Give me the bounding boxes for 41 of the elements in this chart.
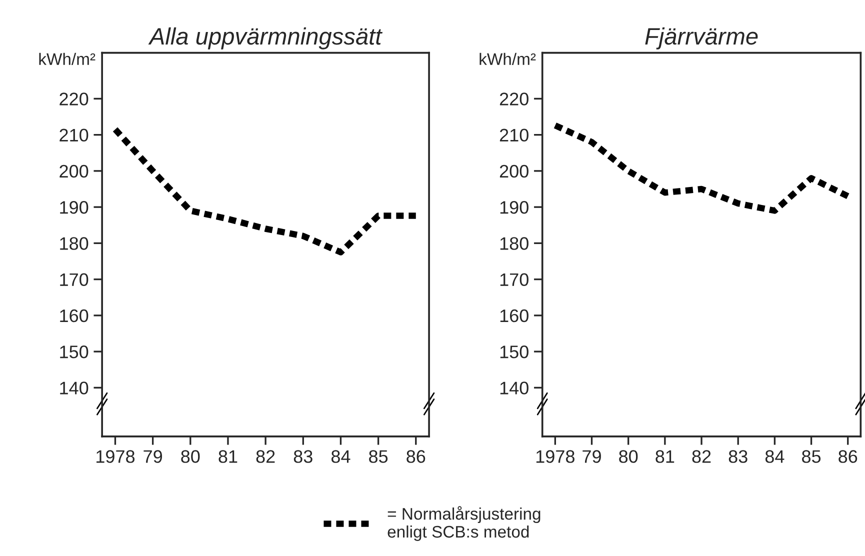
chart-title: Alla uppvärmningssätt [148,27,383,50]
y-tick-label: 150 [60,346,88,358]
x-tick-label: 84 [765,450,784,463]
y-tick-label: 140 [500,382,528,394]
chart-title: Fjärrvärme [645,27,758,50]
x-tick-label: 82 [256,450,275,463]
y-tick-label: 160 [60,309,88,322]
y-tick-label: 170 [60,273,88,286]
y-tick-label: 140 [60,382,88,394]
x-tick-label: 79 [582,450,601,463]
x-tick-label: 83 [728,450,748,463]
y-tick-label: 180 [500,237,528,250]
y-axis-title: kWh/m² [39,52,96,66]
x-tick-label: 1978 [536,450,574,463]
y-tick-label: 200 [500,164,528,178]
x-tick-label: 81 [656,450,674,463]
y-tick-label: 200 [60,164,88,178]
y-axis-title: kWh/m² [480,52,536,66]
x-tick-label: 86 [838,450,858,463]
x-tick-label: 79 [144,450,162,463]
y-tick-label: 210 [60,128,88,142]
x-tick-label: 80 [181,450,200,463]
y-tick-label: 190 [60,201,88,214]
x-tick-label: 84 [331,450,350,463]
x-tick-label: 80 [619,450,638,463]
x-tick-label: 83 [294,450,312,463]
y-tick-label: 220 [60,92,88,106]
y-tick-label: 170 [500,273,528,286]
legend-label: = Normalårsjustering enligt SCB:s metod [388,506,540,541]
y-tick-label: 210 [500,128,528,142]
y-tick-label: 220 [500,92,528,106]
y-tick-label: 160 [500,309,528,322]
x-tick-label: 86 [406,450,426,463]
y-tick-label: 180 [60,237,88,250]
x-tick-label: 1978 [96,450,135,463]
x-tick-label: 85 [369,450,388,463]
x-tick-label: 85 [802,450,821,463]
x-tick-label: 81 [218,450,238,463]
y-tick-label: 190 [500,201,528,214]
x-tick-label: 82 [692,450,711,463]
y-tick-label: 150 [500,346,528,358]
